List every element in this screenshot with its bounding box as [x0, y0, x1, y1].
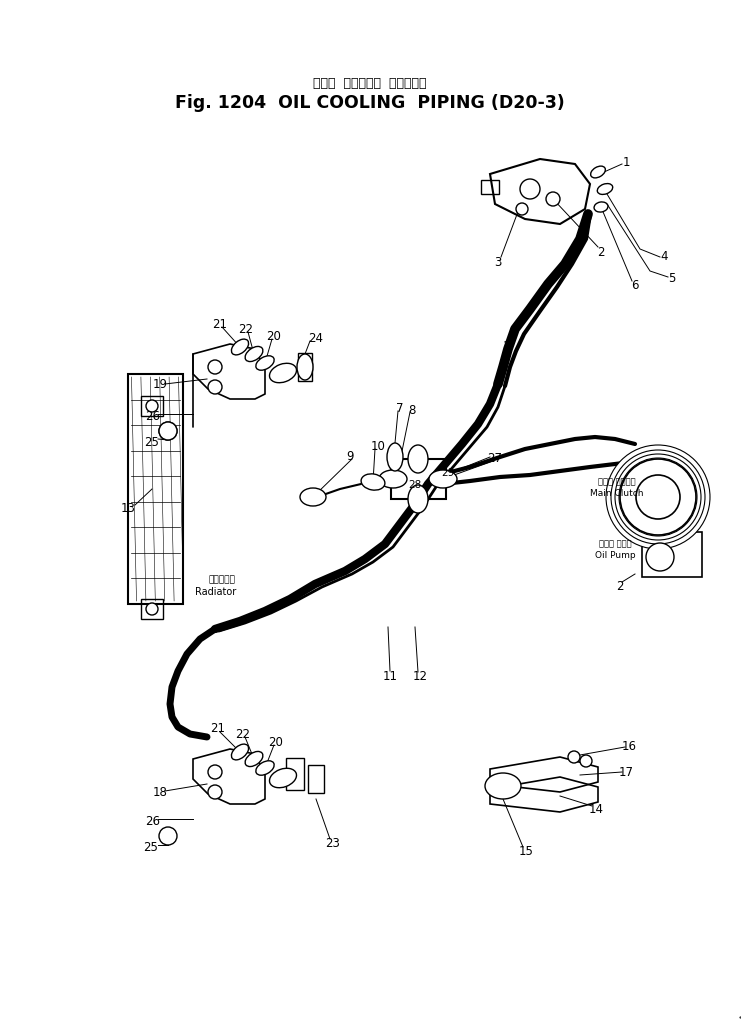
Text: ラジエータ: ラジエータ	[208, 575, 236, 584]
Circle shape	[636, 476, 680, 520]
Bar	[141, 599, 163, 620]
Ellipse shape	[361, 475, 385, 491]
Ellipse shape	[270, 364, 296, 383]
Text: 7: 7	[396, 401, 404, 414]
Bar	[286, 758, 304, 790]
Text: 8: 8	[408, 404, 416, 416]
Ellipse shape	[300, 488, 326, 506]
Text: 15: 15	[519, 845, 534, 858]
Circle shape	[620, 460, 696, 535]
Circle shape	[516, 204, 528, 216]
Text: 11: 11	[382, 668, 397, 682]
Bar	[127, 375, 182, 604]
Circle shape	[615, 454, 701, 540]
Bar	[642, 532, 702, 577]
Ellipse shape	[408, 485, 428, 514]
Text: 1: 1	[502, 339, 510, 353]
Text: 5: 5	[668, 271, 676, 284]
Text: 24: 24	[308, 331, 324, 344]
Text: 10: 10	[370, 440, 385, 453]
Text: 29: 29	[442, 468, 455, 478]
Circle shape	[580, 755, 592, 767]
Text: 14: 14	[588, 803, 603, 815]
Text: 25: 25	[144, 435, 159, 448]
Text: 18: 18	[153, 786, 167, 799]
Text: 27: 27	[488, 451, 502, 464]
Ellipse shape	[594, 203, 608, 213]
Text: 19: 19	[153, 378, 167, 391]
Text: 6: 6	[631, 278, 639, 291]
Circle shape	[646, 543, 674, 572]
Bar	[391, 460, 445, 499]
Text: 20: 20	[267, 329, 282, 342]
Ellipse shape	[597, 184, 613, 196]
Circle shape	[208, 786, 222, 799]
Circle shape	[623, 463, 693, 533]
Text: 16: 16	[622, 739, 637, 752]
Text: 3: 3	[494, 255, 502, 268]
Text: 13: 13	[121, 501, 136, 514]
Text: 26: 26	[145, 815, 161, 827]
Ellipse shape	[297, 355, 313, 381]
Text: 22: 22	[236, 727, 250, 740]
Ellipse shape	[270, 768, 296, 788]
Ellipse shape	[485, 773, 521, 799]
Circle shape	[619, 459, 697, 536]
Ellipse shape	[245, 752, 263, 767]
Text: Radiator: Radiator	[196, 586, 236, 596]
Text: 22: 22	[239, 322, 253, 335]
Text: Main Clutch: Main Clutch	[591, 489, 644, 498]
Text: Fig. 1204  OIL COOLING  PIPING (D20-3): Fig. 1204 OIL COOLING PIPING (D20-3)	[175, 94, 565, 112]
Bar	[481, 180, 499, 195]
Circle shape	[146, 603, 158, 615]
Text: 1: 1	[622, 155, 630, 168]
Ellipse shape	[256, 761, 274, 775]
Ellipse shape	[231, 339, 248, 356]
Ellipse shape	[591, 167, 605, 178]
Ellipse shape	[387, 443, 403, 472]
Text: 2: 2	[617, 579, 624, 592]
Circle shape	[146, 400, 158, 413]
Text: 2: 2	[597, 246, 605, 258]
Circle shape	[606, 445, 710, 549]
Text: 20: 20	[268, 735, 284, 748]
Ellipse shape	[256, 357, 274, 371]
Text: 21: 21	[213, 317, 227, 330]
Ellipse shape	[379, 471, 407, 488]
Circle shape	[611, 450, 705, 544]
Bar	[298, 354, 312, 382]
Text: 23: 23	[325, 837, 340, 850]
Circle shape	[208, 765, 222, 780]
Ellipse shape	[231, 744, 248, 760]
Text: 28: 28	[408, 480, 422, 489]
Text: Oil Pump: Oil Pump	[595, 551, 635, 560]
Ellipse shape	[408, 445, 428, 474]
Text: オイル ポンプ: オイル ポンプ	[599, 539, 631, 548]
Circle shape	[159, 423, 177, 440]
Text: メイン クラッチ: メイン クラッチ	[598, 477, 636, 486]
Circle shape	[568, 751, 580, 763]
Bar	[141, 396, 163, 417]
Text: 21: 21	[210, 721, 225, 735]
Text: 25: 25	[144, 841, 159, 854]
Circle shape	[159, 827, 177, 845]
Ellipse shape	[159, 423, 177, 440]
Text: オイル  クーリング  パイピング: オイル クーリング パイピング	[313, 76, 427, 90]
Text: 17: 17	[619, 765, 634, 779]
Text: 4: 4	[660, 250, 668, 262]
Bar	[308, 765, 324, 793]
Ellipse shape	[429, 471, 457, 488]
Circle shape	[546, 193, 560, 207]
Circle shape	[520, 179, 540, 200]
Ellipse shape	[245, 347, 263, 362]
Text: 12: 12	[413, 669, 428, 683]
Text: 9: 9	[346, 449, 353, 462]
Text: 26: 26	[145, 410, 161, 423]
Circle shape	[208, 361, 222, 375]
Circle shape	[208, 381, 222, 394]
